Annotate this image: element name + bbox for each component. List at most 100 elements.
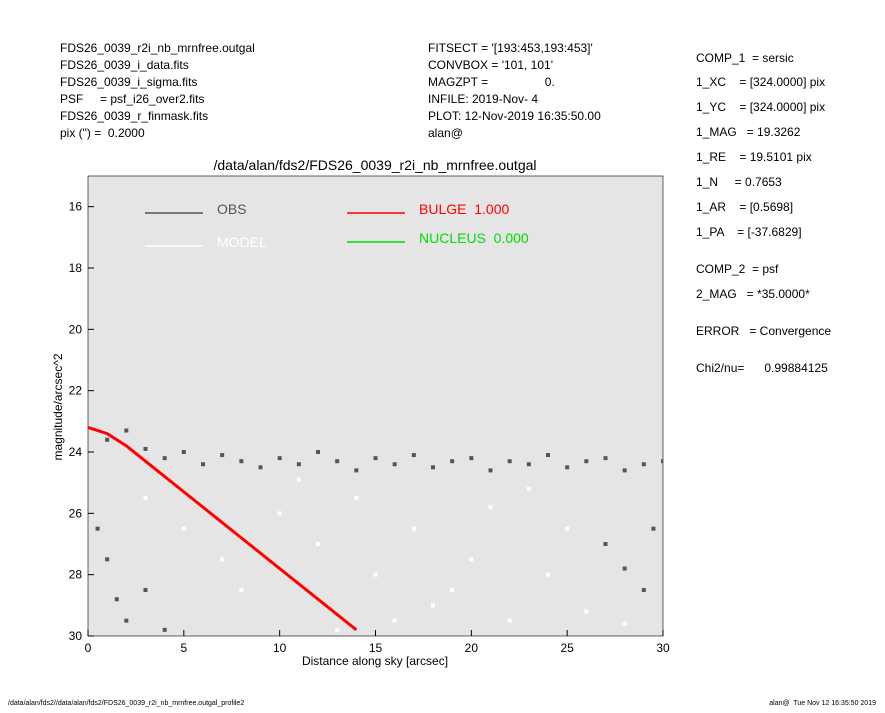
y-tick-label: 16 <box>69 200 83 214</box>
data-point <box>296 462 301 467</box>
fit-parameter: 1_XC = [324.0000] pix <box>696 75 825 89</box>
model-curve <box>88 426 358 632</box>
y-tick-label: 30 <box>69 629 83 643</box>
y-tick-label: 20 <box>69 322 83 336</box>
data-point <box>450 588 455 592</box>
data-point <box>469 456 474 461</box>
data-point <box>354 468 359 473</box>
header-left-line: FDS26_0039_r_finmask.fits <box>60 109 208 123</box>
data-point <box>162 627 167 632</box>
data-point <box>95 526 100 531</box>
data-point <box>239 588 244 592</box>
legend-label: MODEL <box>217 234 267 250</box>
data-point <box>622 566 627 571</box>
data-point <box>526 462 531 467</box>
plot-area <box>87 175 664 637</box>
data-point <box>603 456 608 461</box>
legend-label: NUCLEUS 0.000 <box>419 230 529 246</box>
data-point <box>181 450 186 454</box>
footer-path: /data/alan/fds2//data/alan/fds2/FDS26_00… <box>8 700 244 707</box>
data-point <box>392 618 397 623</box>
data-point <box>114 597 119 602</box>
data-point <box>488 505 493 510</box>
x-tick-label: 25 <box>560 641 574 655</box>
fit-parameter: 1_MAG = 19.3262 <box>696 125 801 139</box>
data-point <box>469 557 474 562</box>
x-tick-label: 20 <box>465 641 479 655</box>
data-point <box>316 542 320 546</box>
data-point <box>546 453 550 458</box>
fit-parameter: 1_YC = [324.0000] pix <box>696 100 825 114</box>
data-point <box>565 526 570 531</box>
data-point <box>622 468 627 473</box>
x-tick-label: 0 <box>85 641 92 655</box>
header-center-line: FITSECT = '[193:453,193:453]' <box>428 41 593 55</box>
data-point <box>239 459 244 464</box>
data-point <box>258 465 263 470</box>
fit-parameter: COMP_2 = psf <box>696 262 779 276</box>
y-tick-label: 26 <box>69 506 83 520</box>
header-center-line: PLOT: 12-Nov-2019 16:35:50.00 <box>428 109 601 123</box>
data-point <box>507 618 512 623</box>
fit-parameter: 1_AR = [0.5698] <box>696 200 793 214</box>
fit-parameter: Chi2/nu= 0.99884125 <box>696 361 828 375</box>
x-tick-label: 15 <box>369 641 383 655</box>
data-point <box>354 496 359 500</box>
header-center-line: CONVBOX = '101, 101' <box>428 58 553 72</box>
x-tick-label: 10 <box>273 641 287 655</box>
data-point <box>431 603 435 608</box>
header-left-line: FDS26_0039_r2i_nb_mrnfree.outgal <box>60 41 255 55</box>
data-point <box>584 609 589 614</box>
data-point <box>124 428 129 433</box>
y-tick-label: 22 <box>69 384 83 398</box>
fit-parameter: 2_MAG = *35.0000* <box>696 287 810 301</box>
data-point <box>162 456 167 461</box>
y-axis-label: magnitude/arcsec^2 <box>51 353 65 460</box>
fit-parameter: COMP_1 = sersic <box>696 51 794 65</box>
fit-parameter: ERROR = Convergence <box>696 324 831 338</box>
header-left-line: FDS26_0039_i_data.fits <box>60 58 189 72</box>
fit-parameter: 1_RE = 19.5101 pix <box>696 150 812 164</box>
data-point <box>603 542 608 546</box>
data-point <box>373 456 378 461</box>
header-center-line: alan@ <box>428 126 463 140</box>
fit-parameter: 1_N = 0.7653 <box>696 175 782 189</box>
data-point <box>201 462 205 467</box>
header-left-line: FDS26_0039_i_sigma.fits <box>60 75 197 89</box>
header-left-line: pix (") = 0.2000 <box>60 126 145 140</box>
data-point <box>143 496 148 500</box>
data-point <box>584 459 589 464</box>
fit-parameter: 1_PA = [-37.6829] <box>696 225 802 239</box>
header-center-line: MAGZPT = 0. <box>428 75 555 89</box>
legend-label: OBS <box>217 201 247 217</box>
data-point <box>392 462 397 467</box>
data-point <box>622 621 627 626</box>
data-point <box>651 526 656 531</box>
footer-date: alan@ Tue Nov 12 16:35:50 2019 <box>769 700 876 707</box>
data-point <box>546 572 550 577</box>
data-point <box>105 557 110 562</box>
y-tick-label: 28 <box>69 568 83 582</box>
data-point <box>411 526 416 531</box>
plot-marks <box>88 426 663 632</box>
data-point <box>641 588 646 592</box>
data-point <box>220 557 225 562</box>
data-point <box>124 618 129 623</box>
data-point <box>661 459 663 464</box>
header-center-line: INFILE: 2019-Nov- 4 <box>428 92 538 106</box>
y-tick-label: 18 <box>69 261 83 275</box>
y-tick-label: 24 <box>69 445 83 459</box>
header-left-line: PSF = psf_i26_over2.fits <box>60 92 204 106</box>
data-point <box>450 459 455 464</box>
data-point <box>277 456 282 461</box>
data-point <box>296 477 301 482</box>
data-point <box>641 462 646 467</box>
data-point <box>335 627 340 632</box>
data-point <box>488 468 493 473</box>
data-point <box>411 453 416 458</box>
data-point <box>220 453 225 458</box>
data-point <box>143 588 148 592</box>
data-point <box>431 465 435 470</box>
